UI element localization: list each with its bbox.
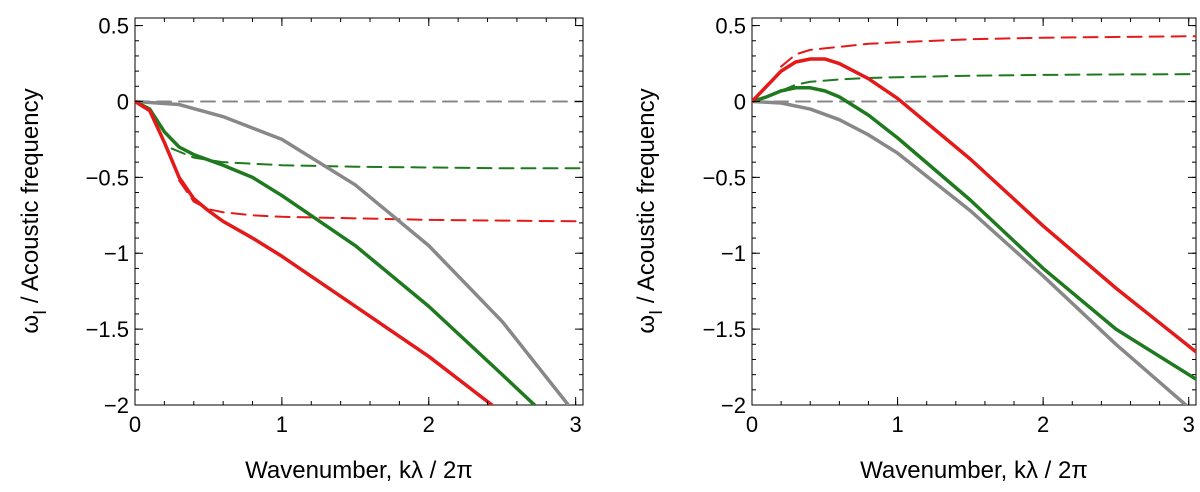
left-x-axis-label: Wavenumber, kλ / 2π (245, 457, 473, 484)
left-series-line-2 (178, 179, 583, 223)
left-x-tick-label: 0 (129, 412, 141, 437)
right-x-tick-label: 3 (1183, 412, 1195, 437)
right-y-tick-label: −1 (721, 241, 746, 266)
left-panel: 0 1 2 3 0.5 0 −0.5 −1 −1.5 −2 Wavenumber, kλ / 2π… (17, 14, 584, 484)
right-series-line-1 (780, 35, 1196, 68)
left-y-label-rest: / Acoustic frequency (17, 88, 44, 309)
right-y-tick-label: −0.5 (703, 165, 746, 190)
left-series-line-3 (135, 99, 571, 405)
right-series-line-4 (752, 86, 1196, 381)
right-y-tick-label: −1.5 (703, 317, 746, 342)
left-x-tick-label: 1 (276, 412, 288, 437)
left-y-tick-label: −1 (104, 241, 129, 266)
right-x-tick-label: 1 (891, 412, 903, 437)
right-ticks-group: 0 1 2 3 0.5 0 −0.5 −1 −1.5 −2 (703, 14, 1196, 437)
right-y-label-subscript: I (646, 310, 666, 315)
right-y-label-symbol: ω (633, 315, 660, 334)
left-series-line-1 (170, 147, 583, 170)
right-x-tick-label: 0 (746, 412, 758, 437)
right-panel: 0 1 2 3 0.5 0 −0.5 −1 −1.5 −2 Wavenumber, kλ / 2π… (633, 14, 1197, 484)
right-series-line-3 (752, 99, 1188, 405)
left-series-line-5 (135, 99, 494, 405)
right-y-axis-label: ωI / Acoustic frequency (633, 88, 666, 333)
left-y-tick-label: −0.5 (86, 165, 129, 190)
left-y-axis-label: ωI / Acoustic frequency (17, 88, 50, 333)
left-y-tick-label: −1.5 (86, 317, 129, 342)
left-series-group (135, 99, 583, 405)
left-plot-frame (134, 17, 584, 406)
right-series-group (752, 35, 1196, 405)
right-x-axis-label: Wavenumber, kλ / 2π (860, 457, 1088, 484)
right-y-label-rest: / Acoustic frequency (633, 88, 660, 309)
left-y-label-subscript: I (30, 310, 50, 315)
right-x-tick-label: 2 (1037, 412, 1049, 437)
right-series-line-5 (752, 57, 1196, 354)
right-plot-frame (751, 17, 1197, 406)
left-x-tick-label: 3 (570, 412, 582, 437)
right-series-line-2 (780, 73, 1196, 92)
left-y-label-symbol: ω (17, 315, 44, 334)
right-y-tick-label: 0 (734, 89, 746, 114)
right-y-tick-label: 0.5 (715, 14, 746, 39)
left-series-line-4 (135, 99, 537, 405)
left-ticks-group: 0 1 2 3 0.5 0 −0.5 −1 −1.5 −2 (86, 14, 583, 437)
right-y-tick-label: −2 (721, 393, 746, 418)
left-y-tick-label: 0.5 (98, 14, 129, 39)
left-y-tick-label: 0 (117, 89, 129, 114)
left-y-tick-label: −2 (104, 393, 129, 418)
left-x-tick-label: 2 (423, 412, 435, 437)
